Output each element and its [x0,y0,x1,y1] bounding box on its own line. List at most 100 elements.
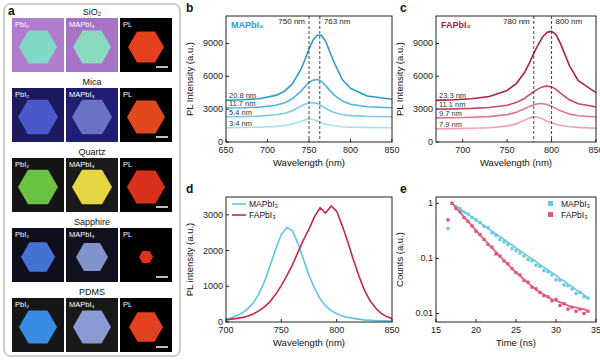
crystal [129,312,163,341]
panel-label: a [8,4,15,18]
y-tick-label: 0 [428,137,433,147]
data-point [574,292,577,295]
panel-label: d [186,182,193,196]
fit-line [452,203,588,311]
fit-line [452,203,588,298]
image-label: MAPbI₃ [69,160,95,169]
legend-swatch [548,212,553,217]
legend-label: MAPbI₃ [561,199,590,209]
image-label: MAPbI₃ [69,300,95,309]
y-tick-label: 0.1 [420,253,433,263]
crystal [128,31,164,62]
legend-label: FAPbI₃ [561,210,588,220]
crystal [127,101,165,134]
y-tick-label: 3000 [203,104,223,114]
micrograph [66,298,118,352]
x-tick-label: 750 [274,325,289,335]
scale-bar [156,66,168,68]
crystal [19,311,57,344]
plot-data [436,31,596,129]
chart-title: MAPbI₃ [231,20,263,30]
crystal [73,311,111,344]
curve-label: 7.9 nm [439,120,462,129]
x-tick-label: 800 [329,325,344,335]
plot-data [446,202,589,315]
data-point [446,218,449,221]
plot-frame [226,197,392,322]
x-axis-label: Wavelength (nm) [273,157,345,168]
x-axis-label: Wavelength (nm) [273,337,345,348]
scale-bar [156,136,168,138]
crystal [73,31,111,64]
substrate-label: Mica [82,77,101,87]
series-line [436,117,596,129]
y-tick-label: 1 [428,198,433,208]
image-label: PL [123,230,132,239]
plot-frame [436,197,596,322]
data-point [534,264,537,267]
curve-label: 11.7 nm [229,99,256,108]
data-point [562,283,565,286]
data-point [542,269,545,272]
micrograph [120,158,172,212]
y-axis-label: PL intensity (a.u.) [184,223,195,297]
y-tick-label: 9000 [413,38,433,48]
panel-d: d7007508008500100020003000Wavelength (nm… [184,182,400,348]
x-tick-label: 850 [384,325,399,335]
micrograph [120,228,172,282]
curve-label: 9.7 nm [439,109,462,118]
series-line [436,31,596,100]
annotation-text: 800 nm [556,17,583,26]
annotation-line [319,16,320,142]
annotation-line [551,16,552,142]
legend-swatch [232,214,246,216]
micrograph [12,88,64,142]
panel-c: c7007508008500300060009000Wavelength (nm… [394,1,600,168]
annotation-line [533,16,534,142]
plot-data [226,206,392,321]
x-tick-label: 700 [260,145,275,155]
curve-label: 11.1 nm [439,100,466,109]
micrograph [12,158,64,212]
series-line [436,86,596,109]
micrograph [12,18,64,72]
image-label: PbI₂ [15,230,29,239]
image-label: PbI₂ [15,90,29,99]
micrograph [66,228,118,282]
x-tick-label: 700 [455,145,470,155]
x-tick-label: 800 [343,145,358,155]
y-tick-label: 0 [218,317,223,327]
image-label: PL [123,90,132,99]
x-tick-label: 750 [500,145,515,155]
x-tick-label: 15 [431,325,441,335]
data-point [526,258,529,261]
panel-b: b6507007508008500300060009000Wavelength … [184,1,400,168]
y-tick-label: 6000 [413,71,433,81]
crystal [72,170,112,205]
plot-frame [436,16,596,142]
curve-label: 3.4 nm [229,119,252,128]
series-line [226,206,392,320]
panel-label: c [400,1,407,15]
panel-label: b [186,1,193,15]
image-label: PL [123,20,132,29]
y-tick-label: 9000 [203,38,223,48]
data-point [558,304,561,307]
y-tick-label: 1000 [203,281,223,291]
curve-label: 20.8 nm [229,91,256,100]
legend-label: MAPbI₃ [249,199,278,209]
micrograph [120,298,172,352]
panel-label: e [400,182,407,196]
crystal [72,100,112,135]
micrograph [66,158,118,212]
x-axis-label: Time (ns) [496,337,536,348]
figure: aSiO₂PbI₂MAPbI₃PLMicaPbI₂MAPbI₃PLQuartzP… [0,0,600,361]
micrograph [12,228,64,282]
panel-a: aSiO₂PbI₂MAPbI₃PLMicaPbI₂MAPbI₃PLQuartzP… [4,4,180,356]
crystal [21,242,55,271]
y-axis-label: PL Intensity (a.u.) [394,42,405,116]
image-label: PbI₂ [15,160,29,169]
crystal [19,31,57,64]
plot-frame [226,16,392,142]
y-tick-label: 3000 [413,104,433,114]
